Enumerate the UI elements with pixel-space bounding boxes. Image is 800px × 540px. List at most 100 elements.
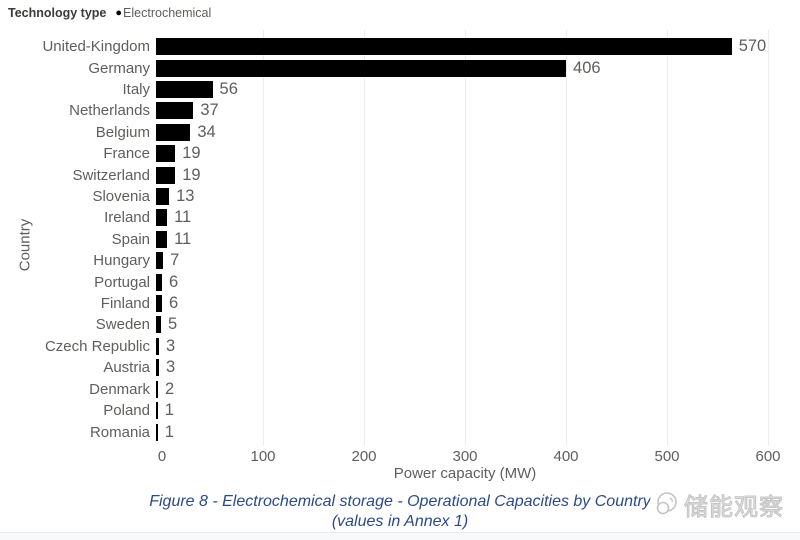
value-label: 6	[169, 272, 179, 291]
bar-row: Netherlands 37	[0, 100, 800, 121]
value-label: 37	[200, 101, 219, 120]
bar-row: Spain 11	[0, 229, 800, 250]
bar-row: Czech Republic 3	[0, 336, 800, 357]
bar-row: Hungary 7	[0, 250, 800, 271]
bar	[156, 188, 170, 206]
bar	[156, 380, 159, 398]
country-label: Sweden	[95, 316, 150, 334]
x-axis-tick-label: 200	[351, 448, 377, 465]
value-label: 406	[573, 58, 601, 77]
value-label: 7	[170, 251, 180, 270]
country-label: Germany	[88, 59, 150, 77]
bar	[156, 145, 176, 163]
value-label: 2	[165, 379, 175, 398]
bottom-strip	[0, 533, 800, 540]
legend: Technology type ● Electrochemical	[8, 6, 211, 20]
x-axis-tick-label: 100	[250, 448, 276, 465]
bar-row: France 19	[0, 143, 800, 164]
bar	[156, 102, 194, 120]
x-axis-tick-label: 300	[452, 448, 478, 465]
value-label: 34	[197, 122, 216, 141]
bar	[156, 252, 164, 270]
country-label: Romania	[89, 423, 150, 441]
bottom-divider-line	[0, 532, 800, 533]
value-label: 1	[164, 422, 174, 441]
legend-marker-dot-icon: ●	[115, 6, 123, 19]
y-axis-title: Country	[16, 218, 34, 272]
x-axis-tick-label: 0	[157, 448, 167, 465]
gridline	[364, 30, 365, 445]
bar	[156, 359, 160, 377]
country-label: Hungary	[93, 252, 150, 270]
value-label: 56	[219, 80, 238, 99]
bar	[156, 38, 732, 56]
value-label: 6	[169, 294, 179, 313]
bar-row: Germany 406	[0, 57, 800, 78]
bar	[156, 230, 168, 248]
country-label: Netherlands	[69, 102, 150, 120]
bar	[156, 337, 160, 355]
bar	[156, 166, 176, 184]
bar-row: Portugal 6	[0, 271, 800, 292]
bar	[156, 273, 163, 291]
value-label: 19	[182, 165, 201, 184]
bar-row: Finland 6	[0, 293, 800, 314]
plot-area: United-Kingdom 570 Germany 406 Italy 56 Nether…	[0, 36, 800, 443]
country-label: Italy	[122, 81, 150, 99]
country-label: Austria	[103, 359, 150, 377]
caption-line-1: Figure 8 - Electrochemical storage - Ope…	[149, 493, 651, 510]
bar-row: Slovenia 13	[0, 186, 800, 207]
watermark: 储能观察	[650, 487, 788, 521]
value-label: 3	[166, 336, 176, 355]
legend-title: Technology type	[8, 6, 107, 20]
gridline	[465, 30, 466, 445]
bar-row: Sweden 5	[0, 314, 800, 335]
gridline	[667, 30, 668, 445]
country-label: Denmark	[89, 380, 150, 398]
value-label: 3	[166, 358, 176, 377]
bar	[156, 81, 213, 99]
bar	[156, 123, 191, 141]
gridline	[566, 30, 567, 445]
country-label: Spain	[111, 230, 150, 248]
x-axis-title: Power capacity (MW)	[393, 465, 537, 482]
bar-row: Ireland 11	[0, 207, 800, 228]
value-label: 5	[168, 315, 178, 334]
x-axis-tick-label: 600	[755, 448, 781, 465]
gridline	[768, 30, 769, 445]
bar	[156, 59, 567, 77]
country-label: Czech Republic	[44, 337, 150, 355]
watermark-text: 储能观察	[684, 493, 784, 521]
bar	[156, 423, 158, 441]
country-label: Belgium	[95, 123, 150, 141]
country-label: United-Kingdom	[42, 38, 150, 56]
bar-row: Italy 56	[0, 79, 800, 100]
bar-row: Romania 1	[0, 421, 800, 442]
caption-line-2: (values in Annex 1)	[331, 513, 469, 530]
value-label: 11	[174, 208, 192, 227]
country-label: Poland	[103, 402, 150, 420]
bar-row: Belgium 34	[0, 122, 800, 143]
value-label: 13	[176, 187, 195, 206]
figure-caption: Figure 8 - Electrochemical storage - Ope…	[0, 492, 800, 532]
country-label: France	[103, 145, 150, 163]
bar-row: United-Kingdom 570	[0, 36, 800, 57]
value-label: 1	[164, 401, 174, 420]
bar-row: Austria 3	[0, 357, 800, 378]
country-label: Slovenia	[92, 188, 150, 206]
country-label: Switzerland	[72, 166, 150, 184]
bar-row: Denmark 2	[0, 379, 800, 400]
country-label: Finland	[100, 295, 150, 313]
value-label: 570	[738, 37, 767, 56]
bar	[156, 209, 168, 227]
legend-item-label: Electrochemical	[123, 6, 212, 20]
bar	[156, 316, 162, 334]
x-axis-tick-label: 400	[553, 448, 579, 465]
value-label: 11	[174, 229, 192, 248]
bar-row: Poland 1	[0, 400, 800, 421]
watermark-lens-circles-icon	[656, 492, 677, 515]
country-label: Portugal	[94, 273, 150, 291]
x-axis-tick-label: 500	[654, 448, 680, 465]
value-label: 19	[182, 144, 201, 163]
